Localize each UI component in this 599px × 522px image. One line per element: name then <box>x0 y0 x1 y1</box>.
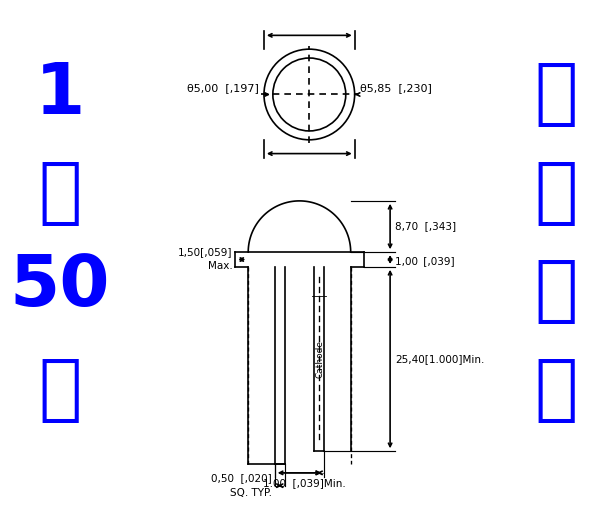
Text: 8,70  [,343]: 8,70 [,343] <box>395 221 456 232</box>
Text: 1,00 [,039]: 1,00 [,039] <box>395 256 455 267</box>
Text: θ5,85  [,230]: θ5,85 [,230] <box>359 84 431 93</box>
Text: 全: 全 <box>534 60 577 129</box>
Text: θ5,00  [,197]: θ5,00 [,197] <box>187 84 259 93</box>
Text: 50: 50 <box>10 252 110 321</box>
Text: 1,50[,059]: 1,50[,059] <box>178 246 232 257</box>
Text: 国: 国 <box>534 159 577 228</box>
Text: 包: 包 <box>534 257 577 326</box>
Text: 0,50  [,020]: 0,50 [,020] <box>211 473 272 483</box>
Text: 25,40[1.000]Min.: 25,40[1.000]Min. <box>395 354 485 364</box>
Text: SQ. TYP.: SQ. TYP. <box>230 488 272 497</box>
Text: 件: 件 <box>38 159 81 228</box>
Text: 1: 1 <box>35 60 85 129</box>
Text: Cathode: Cathode <box>316 340 325 378</box>
Text: 邮: 邮 <box>534 355 577 424</box>
Text: 只: 只 <box>38 355 81 424</box>
Text: 1.00  [,039]Min.: 1.00 [,039]Min. <box>263 478 346 488</box>
Text: Max.: Max. <box>208 262 232 271</box>
